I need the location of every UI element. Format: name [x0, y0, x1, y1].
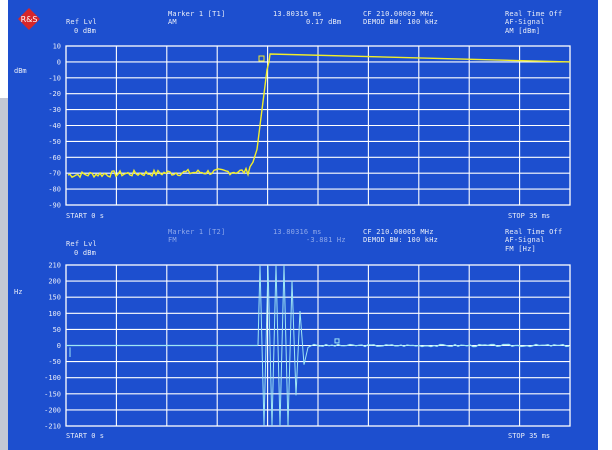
top-y-tick: -90	[48, 202, 61, 210]
svg-text:R&S: R&S	[21, 15, 38, 24]
marker-1	[258, 55, 265, 62]
bottom-marker-mode: FM	[168, 236, 177, 244]
bottom-y-tick: -210	[44, 423, 61, 431]
bottom-ref-lvl-label: Ref Lvl	[66, 240, 97, 248]
top-y-tick: -60	[48, 154, 61, 162]
bottom-y-tick: 200	[48, 278, 61, 286]
top-y-unit: dBm	[14, 67, 27, 75]
top-y-tick: -80	[48, 186, 61, 194]
top-marker-label: Marker 1 [T1]	[168, 10, 226, 18]
top-y-tick: -50	[48, 138, 61, 146]
top-ref-lvl-label: Ref Lvl	[66, 18, 97, 26]
top-y-tick: -40	[48, 122, 61, 130]
bottom-start-label: START 0 s	[66, 432, 104, 440]
top-grid	[65, 45, 571, 206]
bottom-y-tick: 150	[48, 294, 61, 302]
top-y-tick: 10	[53, 43, 61, 51]
bottom-marker-label: Marker 1 [T2]	[168, 228, 226, 236]
top-marker-level: 0.17 dBm	[306, 18, 342, 26]
top-unit: AM [dBm]	[505, 27, 541, 35]
bottom-realtime: Real Time Off	[505, 228, 563, 236]
bottom-y-tick: 50	[53, 326, 61, 334]
top-y-tick: 0	[57, 58, 61, 66]
bottom-y-ticks: 210 200 150 100 50 0 -50 -100 -150 -200 -210	[44, 262, 61, 431]
top-y-tick: -10	[48, 74, 61, 82]
top-start-label: START 0 s	[66, 212, 104, 220]
bottom-y-tick: 100	[48, 310, 61, 318]
top-y-tick: -70	[48, 170, 61, 178]
top-stop-label: STOP 35 ms	[508, 212, 550, 220]
top-demod-bw: DEMOD BW: 100 kHz	[363, 18, 439, 26]
rohde-schwarz-logo-icon: R&S	[18, 8, 40, 30]
top-center-freq: CF 210.00003 MHz	[363, 10, 434, 18]
top-marker-time: 13.80316 ms	[273, 10, 322, 18]
bottom-marker-time: 13.80316 ms	[273, 228, 322, 236]
bottom-center-freq: CF 210.00005 MHz	[363, 228, 434, 236]
bottom-y-tick: -100	[44, 374, 61, 382]
bottom-stop-label: STOP 35 ms	[508, 432, 550, 440]
top-ref-lvl-value: 0 dBm	[74, 27, 97, 35]
bottom-demod-bw: DEMOD BW: 100 kHz	[363, 236, 439, 244]
bottom-y-tick: 210	[48, 262, 61, 270]
bottom-y-tick: -150	[44, 390, 61, 398]
bottom-unit: FM [Hz]	[505, 245, 536, 253]
bottom-y-unit: Hz	[14, 288, 22, 296]
top-marker-mode: AM	[168, 18, 177, 26]
bottom-signal: AF-Signal	[505, 236, 545, 244]
top-y-tick: -30	[48, 106, 61, 114]
bottom-plot: 210 200 150 100 50 0 -50 -100 -150 -200 -210 Hz ST…	[14, 262, 571, 440]
fm-trace	[66, 264, 570, 427]
am-trace	[67, 53, 571, 179]
top-y-ticks: 10 0 -10 -20 -30 -40 -50 -60 -70 -80 -90	[48, 43, 61, 210]
bottom-y-tick: -200	[44, 406, 61, 414]
bottom-marker-level: -3.881 Hz	[306, 236, 346, 244]
fm-burst	[257, 264, 321, 427]
bottom-y-tick: 0	[57, 342, 61, 350]
analyzer-screen: R&S Ref Lvl 0 dBm Marker 1 [T1] AM 13.80…	[8, 0, 598, 450]
top-signal: AF-Signal	[505, 18, 545, 26]
top-y-tick: -20	[48, 90, 61, 98]
bottom-y-tick: -50	[48, 358, 61, 366]
top-realtime: Real Time Off	[505, 10, 563, 18]
top-plot: 10 0 -10 -20 -30 -40 -50 -60 -70 -80 -90 dBm START…	[14, 43, 571, 220]
fm-baseline-right	[319, 343, 570, 348]
fm-marker	[334, 338, 340, 344]
bottom-ref-lvl-value: 0 dBm	[74, 249, 97, 257]
